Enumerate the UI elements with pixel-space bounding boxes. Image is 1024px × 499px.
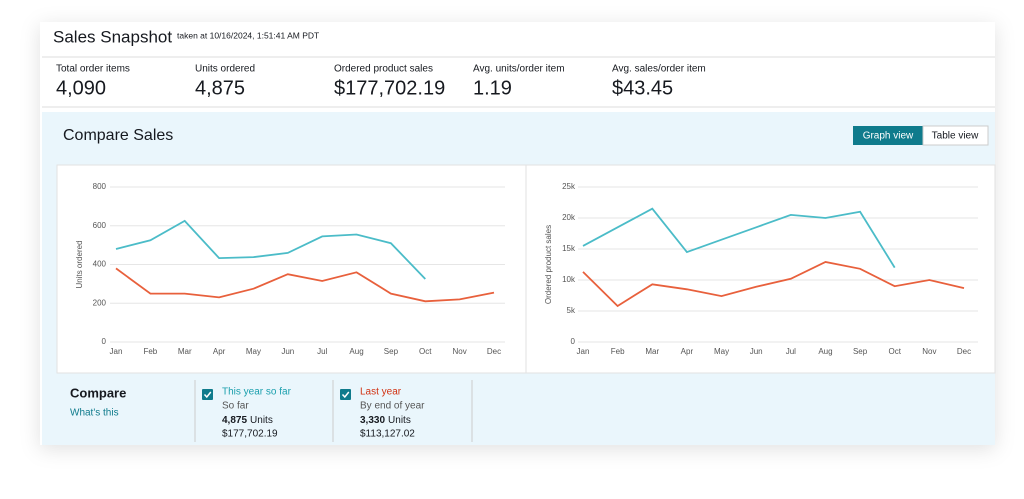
x-tick-label: Apr	[213, 347, 226, 356]
units-value: 3,330	[360, 415, 385, 426]
metric-value: 4,875	[195, 77, 245, 99]
series-line	[582, 261, 965, 308]
item-units: 3,330 Units	[360, 415, 411, 426]
y-tick-label: 10k	[562, 275, 576, 284]
charts: 0 200 400 600 800 Units ordered Jan Feb Mar Apr Ma…	[75, 182, 978, 356]
x-tick-label: Sep	[853, 347, 868, 356]
y-tick-label: 15k	[562, 244, 576, 253]
button-label[interactable]: Table view	[932, 131, 979, 142]
x-tick-label: Feb	[611, 347, 625, 356]
x-tick-label: Mar	[178, 347, 192, 356]
y-tick-label: 25k	[562, 182, 576, 191]
y-axis-label: Ordered product sales	[544, 225, 553, 304]
y-tick-label: 5k	[567, 306, 576, 315]
metric-label: Total order items	[56, 64, 130, 75]
whats-this-link[interactable]: What's this	[70, 408, 119, 419]
metric-label: Avg. sales/order item	[612, 64, 706, 75]
x-tick-label: Sep	[384, 347, 399, 356]
chart-panel	[525, 164, 996, 374]
units-suffix: Units	[388, 415, 411, 426]
compare-title: Compare	[70, 385, 126, 400]
item-units: 4,875 Units	[222, 415, 273, 426]
units-value: 4,875	[222, 415, 247, 426]
x-tick-label: May	[246, 347, 261, 356]
table-view-button[interactable]	[922, 125, 989, 146]
metric-label: Avg. units/order item	[473, 64, 565, 75]
x-tick-label: Jan	[577, 347, 590, 356]
x-tick-label: Nov	[922, 347, 936, 356]
series-line	[115, 219, 426, 280]
metric-label: Ordered product sales	[334, 64, 433, 75]
item-name: Last year	[360, 387, 402, 398]
y-tick-label: 600	[93, 221, 107, 230]
item-sales: $113,127.02	[360, 429, 415, 440]
y-tick-label: 20k	[562, 213, 576, 222]
x-tick-label: Jun	[750, 347, 763, 356]
y-tick-label: 200	[93, 298, 107, 307]
x-tick-label: Jul	[786, 347, 796, 356]
x-tick-label: Jan	[110, 347, 123, 356]
series-line	[582, 207, 896, 269]
units-suffix: Units	[250, 415, 273, 426]
x-tick-label: Mar	[645, 347, 659, 356]
x-tick-label: Feb	[143, 347, 157, 356]
checkbox[interactable]	[202, 389, 213, 400]
checkbox[interactable]	[340, 389, 351, 400]
item-period: By end of year	[360, 401, 425, 412]
x-tick-label: Aug	[349, 347, 363, 356]
metric-value: $177,702.19	[334, 77, 445, 99]
x-tick-label: Oct	[889, 347, 902, 356]
metric-value: 4,090	[56, 77, 106, 99]
x-tick-label: Aug	[818, 347, 832, 356]
metric-value: 1.19	[473, 77, 512, 99]
timestamp: taken at 10/16/2024, 1:51:41 AM PDT	[177, 30, 319, 40]
y-tick-label: 400	[93, 260, 107, 269]
y-tick-label: 0	[571, 337, 576, 346]
x-tick-label: Jul	[317, 347, 327, 356]
graph-view-button[interactable]	[853, 126, 923, 145]
snapshot-title: Sales Snapshot	[53, 27, 172, 46]
metrics: Total order items 4,090 Units ordered 4,875…	[56, 64, 706, 100]
metric-label: Units ordered	[195, 64, 255, 75]
item-period: So far	[222, 401, 249, 412]
x-tick-label: Oct	[419, 347, 432, 356]
x-tick-label: Apr	[681, 347, 694, 356]
button-label[interactable]: Graph view	[863, 131, 914, 142]
y-tick-label: 800	[93, 182, 107, 191]
series-line	[115, 267, 495, 303]
y-axis-label: Units ordered	[75, 240, 84, 288]
chart-panel	[56, 164, 527, 374]
x-tick-label: Nov	[453, 347, 467, 356]
metric-value: $43.45	[612, 77, 673, 99]
checkmark	[203, 391, 212, 399]
y-tick-label: 0	[102, 337, 107, 346]
x-tick-label: Dec	[957, 347, 971, 356]
checkmark	[341, 391, 350, 399]
x-tick-label: May	[714, 347, 729, 356]
x-tick-label: Jun	[281, 347, 294, 356]
x-tick-label: Dec	[487, 347, 501, 356]
item-sales: $177,702.19	[222, 429, 278, 440]
item-name: This year so far	[222, 387, 292, 398]
section-title: Compare Sales	[63, 127, 173, 144]
